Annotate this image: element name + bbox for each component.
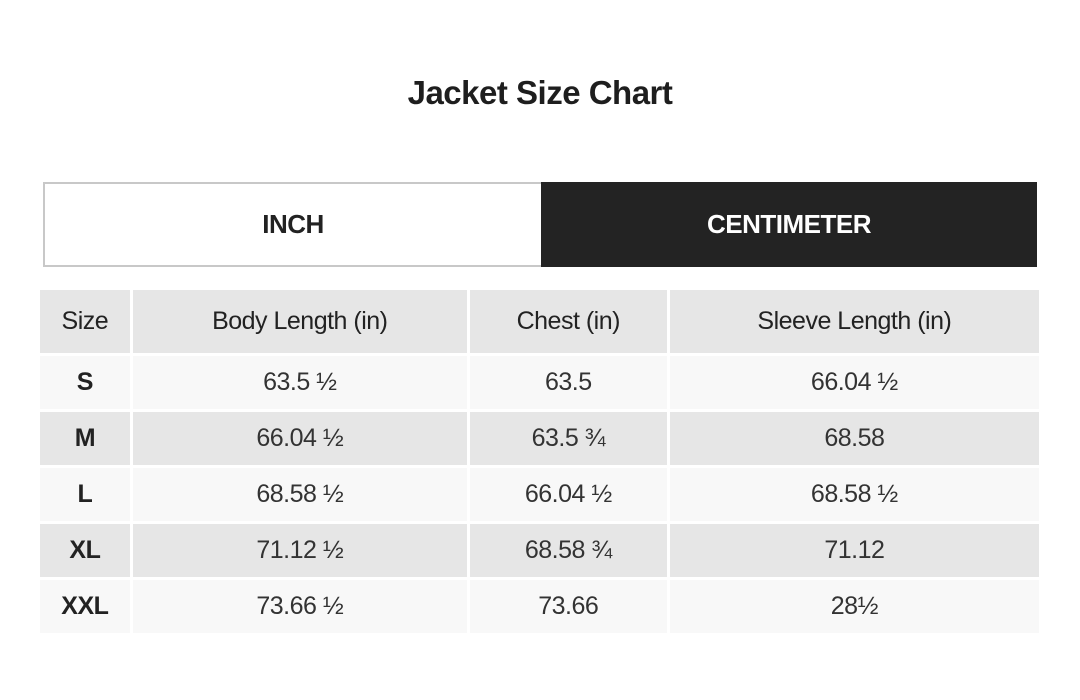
cell-chest: 66.04 ½ [469,468,667,521]
cell-chest: 63.5 ¾ [469,412,667,465]
table-row: XL 71.12 ½ 68.58 ¾ 71.12 [40,524,1039,577]
cell-chest: 73.66 [469,580,667,633]
cell-size: XXL [40,580,130,633]
inch-tab[interactable]: INCH [43,182,541,267]
cell-body-length: 63.5 ½ [132,356,467,409]
header-size: Size [40,290,130,353]
cell-body-length: 73.66 ½ [132,580,467,633]
cell-size: M [40,412,130,465]
cell-sleeve-length: 28½ [669,580,1039,633]
header-row: Size Body Length (in) Chest (in) Sleeve … [40,290,1039,353]
centimeter-tab[interactable]: CENTIMETER [541,182,1037,267]
cell-sleeve-length: 68.58 [669,412,1039,465]
cell-size: S [40,356,130,409]
cell-chest: 68.58 ¾ [469,524,667,577]
cell-sleeve-length: 68.58 ½ [669,468,1039,521]
cell-sleeve-length: 66.04 ½ [669,356,1039,409]
table-row: L 68.58 ½ 66.04 ½ 68.58 ½ [40,468,1039,521]
cell-body-length: 68.58 ½ [132,468,467,521]
header-body-length: Body Length (in) [132,290,467,353]
size-table: Size Body Length (in) Chest (in) Sleeve … [37,287,1042,636]
header-sleeve-length: Sleeve Length (in) [669,290,1039,353]
cell-size: L [40,468,130,521]
page-title: Jacket Size Chart [407,74,673,111]
cell-body-length: 71.12 ½ [132,524,467,577]
cell-sleeve-length: 71.12 [669,524,1039,577]
table-row: M 66.04 ½ 63.5 ¾ 68.58 [40,412,1039,465]
table-row: S 63.5 ½ 63.5 66.04 ½ [40,356,1039,409]
unit-toggle: INCH CENTIMETER [43,182,1037,267]
table-row: XXL 73.66 ½ 73.66 28½ [40,580,1039,633]
header-chest: Chest (in) [469,290,667,353]
cell-size: XL [40,524,130,577]
cell-body-length: 66.04 ½ [132,412,467,465]
cell-chest: 63.5 [469,356,667,409]
